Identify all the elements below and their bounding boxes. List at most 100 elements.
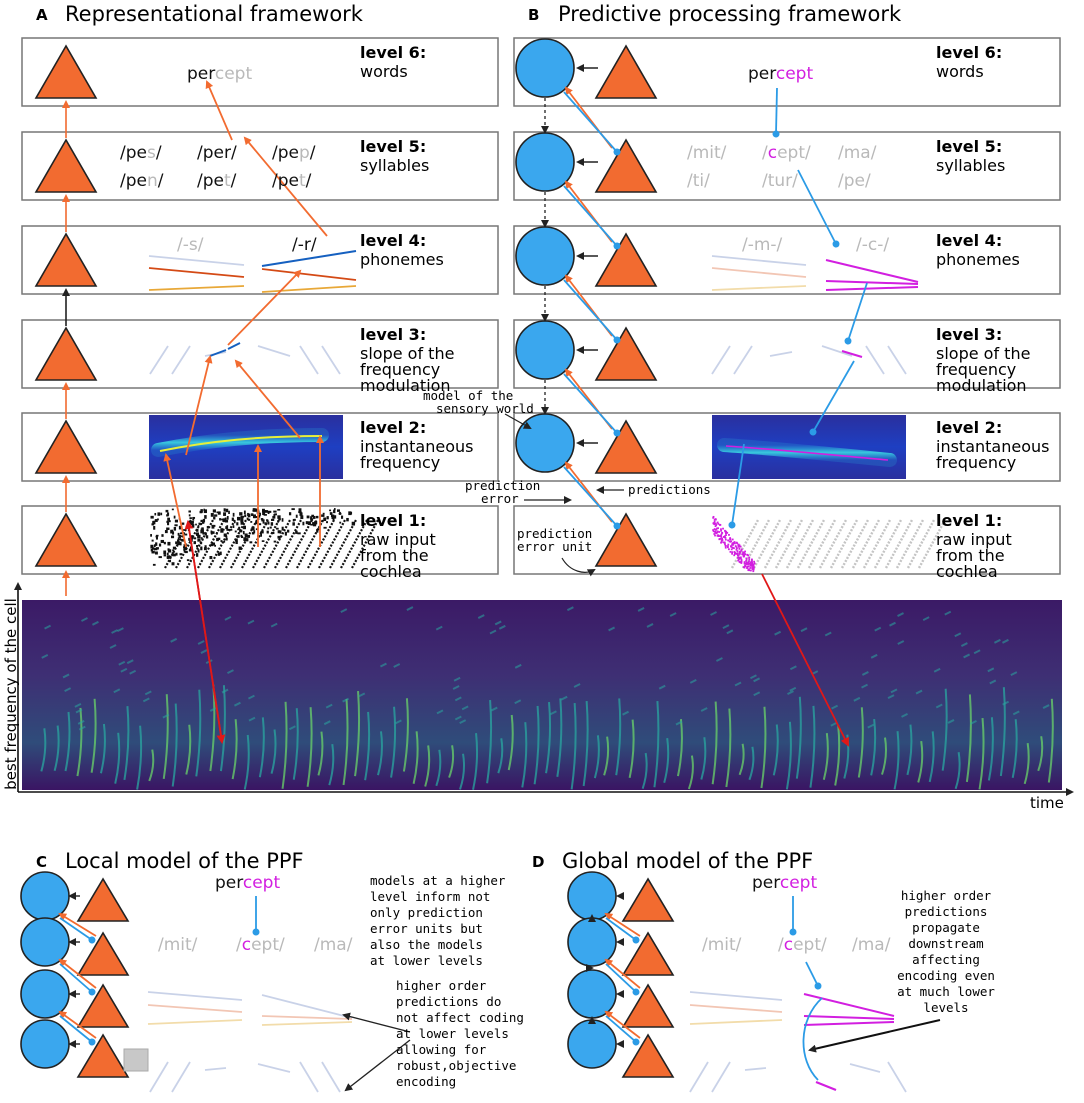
spectro-streak (195, 689, 202, 777)
cochlea-dot (243, 537, 246, 541)
spectro-streak (748, 746, 755, 781)
level-label-b-1: level 1: (936, 511, 1002, 530)
cochlea-dot (262, 520, 265, 524)
triangle-a-5 (34, 138, 98, 193)
cochlea-dot (151, 550, 155, 554)
cochlea-dot-active (740, 549, 743, 552)
formant-line (689, 991, 783, 1001)
spectro-streak (486, 699, 493, 784)
cochlea-dot-active (716, 527, 718, 530)
cochlea-dot-active (714, 518, 717, 520)
cochlea-dot-active (730, 540, 733, 543)
triangle-a-6 (34, 44, 98, 99)
cochlea-dot (203, 509, 208, 514)
spectro-blob (323, 720, 331, 726)
spectro-blob (753, 677, 761, 683)
spectro-blob (675, 720, 683, 726)
cochlea-dot-active (753, 560, 755, 563)
cochlea-dot (346, 517, 349, 522)
cochlea-dot (203, 547, 207, 551)
spectro-blob (340, 608, 348, 614)
note-models-3: error units but (370, 921, 483, 936)
cochlea-dot (226, 528, 230, 531)
syllable-b-ma: /ma/ (838, 143, 877, 163)
cochlea-dot (247, 518, 251, 521)
slope-segment-active (227, 342, 241, 350)
cochlea-dot-active (736, 553, 739, 555)
note-models-4: also the models (370, 937, 483, 952)
note-local-1: predictions do (396, 994, 501, 1009)
slope-segment (257, 345, 291, 357)
cochlea-dot-active (726, 545, 729, 548)
cochlea-dot (305, 521, 308, 525)
cochlea-dot-active (735, 548, 738, 551)
cochlea-dot (184, 550, 188, 554)
spectro-streak (1037, 736, 1044, 772)
spectro-streak (738, 743, 745, 776)
cochlea-dot-active (731, 538, 734, 541)
cochlea-dot (281, 526, 284, 531)
spectro-streak (545, 702, 552, 774)
cochlea-dot-active (752, 563, 754, 566)
cochlea-dot (174, 519, 179, 523)
prediction-error-arrow-c (58, 958, 97, 989)
spectro-blob (1010, 671, 1018, 676)
spectro-streak (402, 698, 409, 772)
cochlea-dot (310, 518, 314, 521)
cochlea-dot-active (737, 556, 739, 559)
slope-segment (149, 1061, 169, 1093)
cochlea-dot (312, 523, 317, 527)
cochlea-dot-active (743, 562, 746, 565)
cochlea-dot (223, 540, 226, 543)
formant-line-active (803, 1021, 895, 1026)
spectro-streak (881, 737, 887, 775)
cochlea-dot (277, 508, 281, 511)
spectro-blob (573, 683, 581, 688)
note-models-1: level inform not (370, 889, 490, 904)
cochlea-dot-active (747, 565, 750, 568)
level-desc-a-2-0: instantaneous (360, 437, 473, 456)
cochlea-dot (212, 509, 216, 513)
cochlea-dot (287, 529, 290, 533)
model-circle-6 (515, 38, 575, 98)
spectro-streak (687, 755, 694, 790)
cochlea-dot-active (737, 544, 740, 546)
cochlea-dot-active (751, 558, 753, 561)
cochlea-dot-active (715, 524, 718, 526)
spectro-streak (1011, 719, 1018, 779)
cochlea-dot-active (712, 522, 715, 524)
formant-line (711, 285, 807, 291)
cochlea-dot (254, 508, 258, 512)
spectro-streak (162, 694, 169, 780)
cochlea-dot-active (714, 522, 717, 525)
spectro-blob (200, 649, 208, 654)
level-desc-a-4-0: phonemes (360, 250, 444, 269)
spectro-blob (91, 620, 99, 626)
cochlea-dot (200, 546, 203, 551)
cochlea-dot-active (712, 515, 715, 518)
cochlea-dot (339, 511, 341, 515)
cochlea-dot-active (720, 539, 723, 542)
cochlea-dot (150, 544, 154, 549)
spectro-blob (608, 626, 616, 632)
prediction-arrow-c (59, 963, 96, 996)
cochlea-dot-active (733, 541, 736, 543)
encoding-arrow-a (243, 136, 328, 237)
spectro-streak (219, 685, 226, 772)
cochlea-dot (213, 516, 216, 520)
level-desc-b-1-2: cochlea (936, 562, 998, 581)
formant-line (147, 991, 243, 1001)
cochlea-dot (197, 538, 201, 542)
spectro-blob (887, 694, 895, 699)
spectro-blob (954, 632, 962, 638)
cochlea-dot (197, 549, 200, 553)
spectro-streak (76, 707, 83, 777)
syllable-a-0: /pes/ (120, 143, 162, 163)
syllable-a-2: /pep/ (272, 143, 316, 163)
cochlea-dot (253, 530, 256, 534)
error-triangle-c-0 (76, 877, 130, 922)
spectro-blob (459, 719, 467, 725)
spectro-blob (109, 644, 117, 649)
cochlea-dot-active (748, 569, 751, 572)
cochlea-dot (269, 526, 272, 529)
